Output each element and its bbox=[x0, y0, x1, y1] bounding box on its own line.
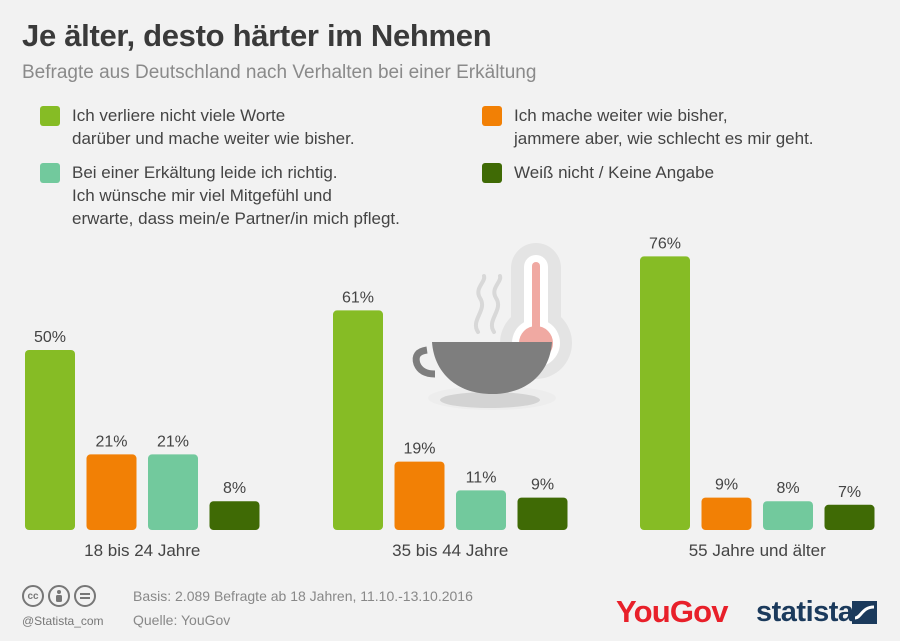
category-label-2: 35 bis 44 Jahre bbox=[392, 541, 508, 560]
data-label-3-3: 8% bbox=[776, 480, 799, 497]
yougov-logo: YouGov bbox=[616, 594, 729, 629]
by-icon bbox=[48, 585, 70, 607]
data-label-2-2: 19% bbox=[403, 441, 435, 458]
nd-icon bbox=[74, 585, 96, 607]
chart-subtitle: Befragte aus Deutschland nach Verhalten … bbox=[22, 62, 537, 83]
bar-1-1 bbox=[25, 350, 75, 530]
category-label-1: 18 bis 24 Jahre bbox=[84, 541, 200, 560]
data-label-1-2: 21% bbox=[95, 433, 127, 450]
bar-1-4 bbox=[209, 501, 260, 530]
bar-2-1 bbox=[333, 310, 383, 530]
bar-2-4 bbox=[517, 497, 568, 530]
data-label-2-4: 9% bbox=[531, 477, 554, 494]
coffee-cup-icon bbox=[412, 342, 556, 410]
legend-item-4: Weiß nicht / Keine Angabe bbox=[482, 161, 714, 184]
legend-item-1: Ich verliere nicht viele Worte darüber u… bbox=[40, 104, 355, 150]
statista-mark-icon bbox=[852, 601, 877, 624]
data-label-1-3: 21% bbox=[157, 433, 189, 450]
bars: 50% 21% 21% 8% 18 bis 24 Jahre 61% 19% 11% 9% 35 … bbox=[25, 235, 875, 560]
statista-logo: statista bbox=[756, 596, 854, 628]
category-label-3: 55 Jahre und älter bbox=[689, 541, 826, 560]
bar-3-4 bbox=[824, 504, 875, 530]
footer-basis: Basis: 2.089 Befragte ab 18 Jahren, 11.1… bbox=[133, 588, 473, 604]
data-label-2-1: 61% bbox=[342, 289, 374, 306]
legend-label-2: Ich mache weiter wie bisher, jammere abe… bbox=[514, 106, 814, 148]
bar-3-2 bbox=[701, 497, 752, 530]
data-label-2-3: 11% bbox=[466, 469, 497, 486]
statista-handle: @Statista_com bbox=[22, 614, 104, 628]
legend-label-3: Bei einer Erkältung leide ich richtig. I… bbox=[72, 163, 400, 228]
legend-swatch-4 bbox=[482, 163, 502, 183]
legend-item-2: Ich mache weiter wie bisher, jammere abe… bbox=[482, 104, 814, 150]
chart-title: Je älter, desto härter im Nehmen bbox=[22, 18, 492, 53]
legend-label-4: Weiß nicht / Keine Angabe bbox=[514, 163, 715, 182]
data-label-1-4: 8% bbox=[223, 480, 246, 497]
steam-icon bbox=[474, 274, 503, 334]
legend-label-1: Ich verliere nicht viele Worte darüber u… bbox=[72, 106, 355, 148]
data-label-3-1: 76% bbox=[649, 235, 681, 252]
bar-1-2 bbox=[86, 454, 137, 530]
legend-item-3: Bei einer Erkältung leide ich richtig. I… bbox=[40, 161, 400, 230]
data-label-3-2: 9% bbox=[715, 477, 738, 494]
cc-icon: cc bbox=[22, 585, 44, 607]
data-label-3-4: 7% bbox=[838, 484, 861, 501]
bar-2-2 bbox=[394, 461, 445, 530]
bar-2-3 bbox=[456, 490, 506, 530]
footer-source: Quelle: YouGov bbox=[133, 612, 231, 628]
license-icons: cc bbox=[22, 585, 96, 607]
illustration bbox=[412, 243, 572, 410]
data-label-1-1: 50% bbox=[34, 329, 66, 346]
legend-swatch-3 bbox=[40, 163, 60, 183]
bar-3-3 bbox=[763, 501, 813, 530]
legend-swatch-1 bbox=[40, 106, 60, 126]
bar-3-1 bbox=[640, 256, 690, 530]
legend-swatch-2 bbox=[482, 106, 502, 126]
bar-1-3 bbox=[148, 454, 198, 530]
